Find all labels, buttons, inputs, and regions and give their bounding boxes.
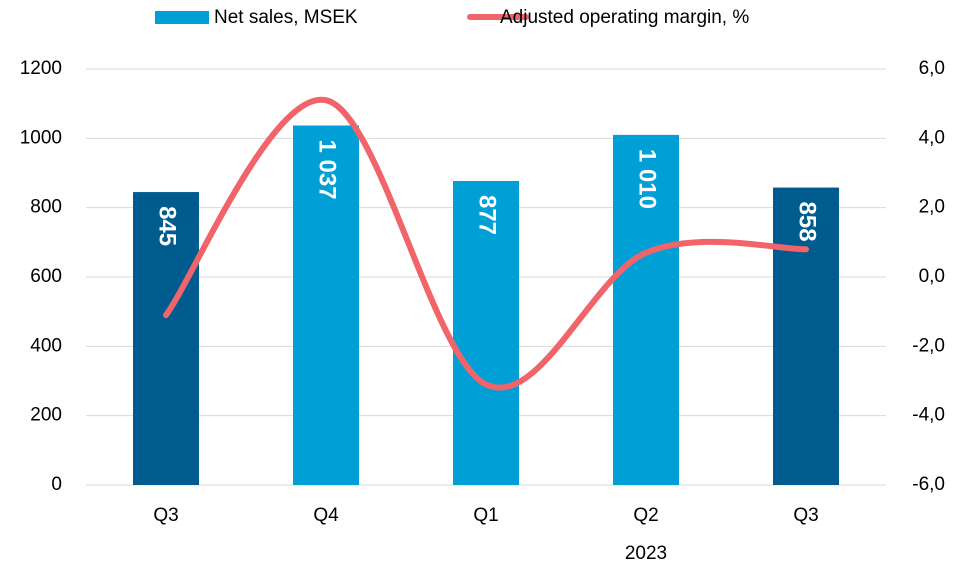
bar — [293, 125, 359, 486]
y-tick-label: 0 — [51, 474, 62, 495]
x-tick-label: Q1 — [473, 505, 498, 526]
y-tick-label: 1200 — [20, 58, 62, 79]
bar — [133, 192, 199, 486]
x-tick-label: Q2 — [633, 505, 658, 526]
bar — [613, 134, 679, 485]
y-tick-label: 800 — [30, 197, 62, 218]
y2-tick-label: -6,0 — [912, 474, 945, 495]
y-tick-label: 1000 — [20, 127, 62, 148]
y2-tick-label: -4,0 — [912, 405, 945, 426]
value-label: 1 010 — [634, 149, 661, 209]
bar — [453, 180, 519, 485]
y2-tick-label: 6,0 — [919, 58, 945, 79]
y-tick-label: 600 — [30, 266, 62, 287]
line — [163, 97, 809, 391]
x-tick-label: Q3 — [153, 505, 178, 526]
y-tick-label: 200 — [30, 405, 62, 426]
bar — [773, 187, 839, 485]
legend-label: Adjusted operating margin, % — [500, 7, 749, 28]
y2-tick-label: -2,0 — [912, 335, 945, 356]
y-tick-label: 400 — [30, 335, 62, 356]
y2-tick-label: 0,0 — [919, 266, 945, 287]
y2-tick-label: 2,0 — [919, 197, 945, 218]
legend-marker — [155, 11, 209, 24]
legend-label: Net sales, MSEK — [214, 7, 358, 28]
x-tick-label: Q4 — [313, 505, 339, 526]
annotation: 2023 — [625, 543, 667, 564]
value-label: 877 — [474, 195, 501, 235]
value-label: 845 — [154, 206, 181, 246]
value-label: 858 — [794, 202, 821, 242]
x-tick-label: Q3 — [793, 505, 818, 526]
value-label: 1 037 — [314, 140, 341, 200]
y2-tick-label: 4,0 — [919, 127, 945, 148]
